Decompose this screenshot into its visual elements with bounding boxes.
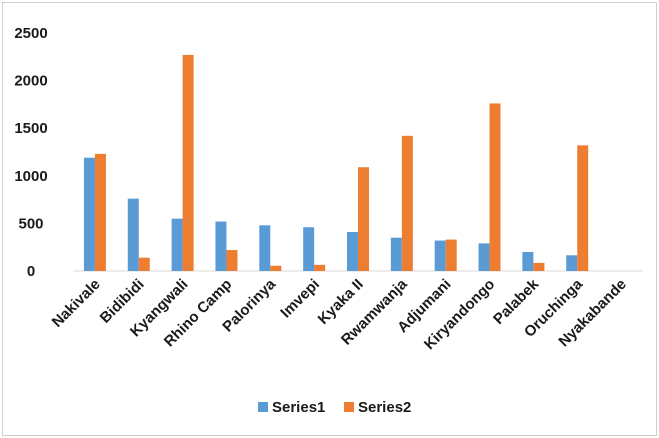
bar-series1-palabek — [522, 251, 534, 271]
bar-series2-rwamwanja — [401, 135, 413, 271]
legend-swatch — [344, 402, 354, 412]
y-axis: 0 500 1000 1500 2000 2500 — [14, 25, 47, 280]
x-category-label: Nakivale — [49, 276, 104, 331]
y-tick-label: 0 — [27, 263, 35, 280]
bar-series1-rwamwanja — [390, 237, 402, 271]
bar-series2-rhino-camp — [226, 250, 238, 271]
bar-series1-kyaka-ii — [347, 231, 358, 271]
bar-chart: 0 500 1000 1500 2000 2500 NakivaleBidibidiKya… — [14, 25, 643, 416]
bar-series2-imvepi — [314, 264, 326, 271]
y-tick-label: 500 — [18, 215, 43, 232]
bars — [83, 54, 589, 272]
bar-series1-adjumani — [434, 240, 446, 271]
bar-series2-bidibidi — [138, 257, 150, 271]
bar-series1-palorinya — [259, 225, 271, 271]
bar-series2-palorinya — [270, 265, 282, 271]
y-tick-label: 2500 — [14, 25, 47, 42]
bar-series2-oruchinga — [577, 145, 589, 271]
bar-series2-palabek — [533, 262, 545, 271]
bar-series2-kiryandongo — [489, 103, 501, 271]
bar-series2-kyaka-ii — [358, 167, 369, 271]
y-tick-label: 2000 — [14, 73, 47, 90]
legend: Series1 Series2 — [258, 399, 411, 416]
y-tick-label: 1500 — [14, 120, 47, 137]
bar-series1-nakivale — [83, 157, 95, 271]
bar-series1-oruchinga — [566, 255, 578, 271]
y-tick-label: 1000 — [14, 168, 47, 185]
bar-series2-nakivale — [94, 153, 106, 271]
bar-series2-adjumani — [445, 239, 457, 271]
bar-series1-bidibidi — [127, 198, 139, 271]
legend-swatch — [258, 402, 268, 412]
legend-label: Series1 — [272, 399, 325, 416]
bar-series1-kyangwali — [171, 218, 183, 271]
bar-series2-kyangwali — [182, 54, 194, 272]
bar-series1-imvepi — [303, 227, 315, 271]
bar-series1-rhino-camp — [215, 221, 227, 271]
bar-series1-kiryandongo — [478, 243, 490, 271]
legend-label: Series2 — [358, 399, 411, 416]
